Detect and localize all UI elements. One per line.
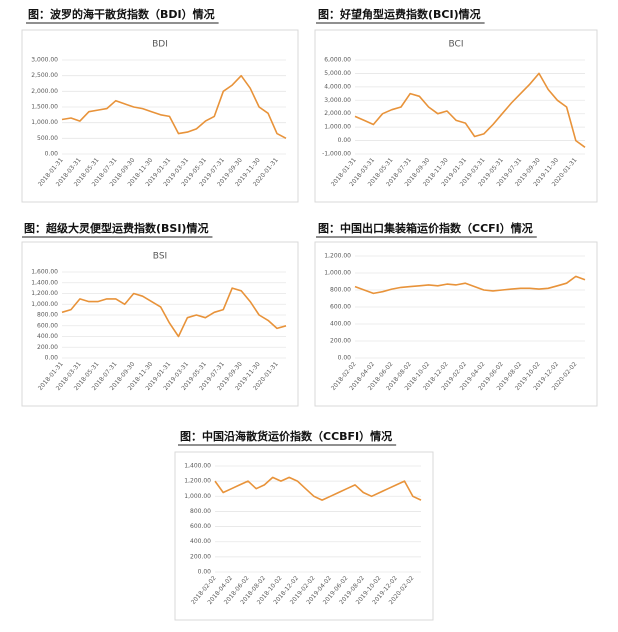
y-tick-label: 3,000.00	[31, 57, 58, 64]
y-tick-label: 1,000.00	[324, 124, 351, 131]
y-tick-label: -1,000.00	[322, 151, 351, 158]
y-tick-label: 4,000.00	[324, 83, 351, 90]
y-tick-label: 2,000.00	[31, 88, 58, 95]
data-line	[354, 72, 586, 148]
y-tick-label: 1,200.00	[31, 290, 58, 297]
y-tick-label: 2,000.00	[324, 110, 351, 117]
y-tick-label: 0.00	[198, 569, 212, 576]
y-tick-label: 0.00	[45, 151, 59, 158]
y-tick-label: 800.00	[330, 287, 351, 294]
y-tick-label: 800.00	[190, 508, 211, 515]
y-tick-label: 500.00	[37, 135, 58, 142]
y-tick-label: 1,000.00	[184, 493, 211, 500]
chart-heading: 图：中国出口集装箱运价指数（CCFI）情况	[318, 221, 533, 235]
y-tick-label: 3,000.00	[324, 97, 351, 104]
y-tick-label: 600.00	[190, 523, 211, 530]
chart-frame	[21, 241, 299, 407]
y-tick-label: 2,500.00	[31, 72, 58, 79]
y-tick-label: 400.00	[330, 321, 351, 328]
y-tick-label: 1,000.00	[324, 270, 351, 277]
y-tick-label: 800.00	[37, 312, 58, 319]
chart-heading: 图：波罗的海干散货指数（BDI）情况	[28, 7, 215, 21]
y-tick-label: 1,400.00	[31, 279, 58, 286]
chart-frame	[174, 451, 434, 621]
y-tick-label: 1,000.00	[31, 301, 58, 308]
y-tick-label: 5,000.00	[324, 70, 351, 77]
data-line	[354, 275, 586, 295]
y-tick-label: 400.00	[190, 538, 211, 545]
chart-frame	[21, 29, 299, 203]
y-tick-label: 1,200.00	[184, 478, 211, 485]
data-line	[61, 287, 287, 338]
data-line	[61, 74, 287, 140]
data-line	[214, 476, 422, 501]
chart-frame	[314, 29, 598, 203]
y-tick-label: 200.00	[37, 344, 58, 351]
y-tick-label: 200.00	[330, 338, 351, 345]
chart-title: BCI	[449, 40, 464, 50]
chart-heading: 图：超级大灵便型运费指数(BSI)情况	[24, 221, 208, 235]
chart-title: BDI	[152, 40, 168, 50]
chart-title: BSI	[153, 252, 167, 262]
chart-heading: 图：中国沿海散货运价指数（CCBFI）情况	[180, 429, 392, 443]
y-tick-label: 600.00	[330, 304, 351, 311]
y-tick-label: 0.00	[45, 355, 59, 362]
chart-heading: 图：好望角型运费指数(BCI)情况	[318, 7, 481, 21]
y-tick-label: 400.00	[37, 333, 58, 340]
y-tick-label: 6,000.00	[324, 57, 351, 64]
y-tick-label: 200.00	[190, 553, 211, 560]
y-tick-label: 1,000.00	[31, 119, 58, 126]
y-tick-label: 1,200.00	[324, 253, 351, 260]
y-tick-label: 1,500.00	[31, 104, 58, 111]
y-tick-label: 1,600.00	[31, 269, 58, 276]
y-tick-label: 1,400.00	[184, 463, 211, 470]
y-tick-label: 0.00	[338, 355, 352, 362]
y-tick-label: 600.00	[37, 322, 58, 329]
y-tick-label: 0.00	[338, 137, 352, 144]
